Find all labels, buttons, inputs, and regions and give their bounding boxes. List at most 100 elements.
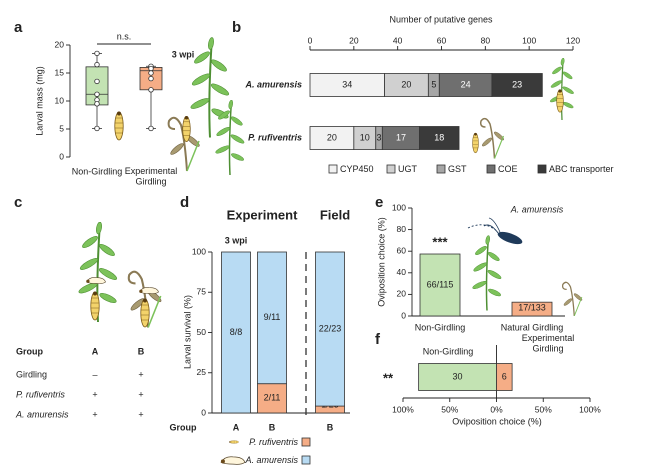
x-tick-label: 40 xyxy=(393,35,403,45)
y-tick-label: 100 xyxy=(392,202,406,212)
y-tick-label: P. rufiventris xyxy=(248,132,302,142)
bar-value-label: 17 xyxy=(396,132,406,142)
beetle-antennae xyxy=(483,217,501,234)
table-header: Group xyxy=(16,346,43,356)
panel-label: f xyxy=(375,331,381,348)
annotation: Field xyxy=(320,207,350,222)
y-tick-label: 60 xyxy=(397,245,407,255)
panel-label: a xyxy=(14,19,23,36)
bar-value-label: 24 xyxy=(461,79,471,89)
panel-label: c xyxy=(14,194,22,211)
y-tick-label: 10 xyxy=(55,95,65,105)
text-line: Girdling xyxy=(135,177,166,187)
x-tick-label: Non-Girdling xyxy=(72,166,123,176)
legend-swatch xyxy=(436,164,446,174)
table-cell: A. amurensis xyxy=(15,409,69,419)
panel-label: d xyxy=(180,194,189,211)
x-tick-label: 100% xyxy=(579,404,601,414)
legend-label: Non-Girdling xyxy=(423,346,474,356)
panel-label: e xyxy=(375,194,383,211)
bar-value-label: 23 xyxy=(512,79,522,89)
x-tick-label: 20 xyxy=(349,35,359,45)
y-axis-label: Larval mass (mg) xyxy=(34,66,44,136)
legend-label: GST xyxy=(448,164,467,174)
larva-illustration xyxy=(90,290,100,321)
legend-swatch xyxy=(328,164,338,174)
larva-illustration xyxy=(556,88,564,113)
plant-illustration xyxy=(190,36,230,139)
bar xyxy=(257,251,287,385)
bar xyxy=(419,126,460,150)
data-point xyxy=(148,125,154,132)
bar-value-label: 6 xyxy=(502,371,507,381)
y-tick-label: 100 xyxy=(192,246,206,256)
bar-value-label: 10 xyxy=(360,132,370,142)
x-axis-label: Oviposition choice (%) xyxy=(452,416,542,426)
y-tick-label: A. amurensis xyxy=(244,79,302,89)
table-cell: Girdling xyxy=(16,369,47,379)
x-axis-label: Number of putative genes xyxy=(389,14,493,24)
x-axis-label: Group xyxy=(170,422,197,432)
x-tick-label: 50% xyxy=(535,404,552,414)
annotation: 3 wpi xyxy=(172,49,195,59)
table-cell: + xyxy=(138,389,143,399)
bar xyxy=(315,251,345,407)
y-tick-label: 80 xyxy=(397,224,407,234)
table-cell: + xyxy=(138,409,143,419)
annotation: A. amurensis xyxy=(510,204,564,214)
legend-swatch xyxy=(301,455,311,465)
legend-swatch xyxy=(537,164,547,174)
larva-illustration xyxy=(472,132,479,154)
larva-legend-icon xyxy=(229,439,239,445)
bar-value-label: 9/11 xyxy=(264,312,281,322)
annotation: ** xyxy=(383,370,394,385)
larva-illustration xyxy=(114,110,124,141)
y-axis-label: Oviposition choice (%) xyxy=(376,217,386,307)
x-tick-label: 80 xyxy=(481,35,491,45)
legend-label: A. amurensis xyxy=(244,455,298,465)
larva-illustration xyxy=(182,115,191,143)
plant-illustration xyxy=(472,234,502,312)
grub-illustration xyxy=(138,287,159,294)
annotation: 3 wpi xyxy=(225,235,248,245)
data-point xyxy=(148,65,154,72)
bar xyxy=(221,251,251,414)
x-tick-label: 0 xyxy=(308,35,313,45)
bar-value-label: 17/133 xyxy=(518,302,546,312)
table-cell: + xyxy=(92,389,97,399)
x-tick-label: Experimental Girdling xyxy=(125,166,178,186)
x-tick-label: 60 xyxy=(437,35,447,45)
table-cell: P. rufiventris xyxy=(16,389,65,399)
data-point xyxy=(94,101,100,107)
y-tick-label: 25 xyxy=(197,367,207,377)
larva-illustration xyxy=(140,298,150,328)
data-point xyxy=(94,61,100,68)
annotation: n.s. xyxy=(117,31,132,41)
y-axis-label: Larval survival (%) xyxy=(182,295,192,369)
legend-swatch xyxy=(386,164,396,174)
x-tick-label: 0% xyxy=(490,404,503,414)
data-point xyxy=(94,125,100,132)
bar-value-label: 20 xyxy=(327,132,337,142)
y-tick-label: 75 xyxy=(197,287,207,297)
legend-swatch xyxy=(301,437,311,447)
bar-value-label: 22/23 xyxy=(319,323,342,333)
bar-value-label: 20 xyxy=(401,79,411,89)
girdled-plant-illustration xyxy=(561,281,584,316)
bar-value-label: 30 xyxy=(453,371,463,381)
x-tick-label: A xyxy=(233,422,240,432)
bar-value-label: 8/8 xyxy=(230,327,243,337)
text-line: Experimental xyxy=(522,333,575,343)
legend-label: COE xyxy=(498,164,518,174)
data-point xyxy=(94,91,100,97)
table-cell: – xyxy=(92,369,97,379)
panel-label: b xyxy=(232,19,241,36)
y-tick-label: 5 xyxy=(59,123,64,133)
x-tick-label: B xyxy=(269,422,276,432)
beetle-illustration xyxy=(497,231,523,245)
bar-value-label: 66/115 xyxy=(427,279,454,289)
x-tick-label: Non-Girdling xyxy=(415,322,466,332)
bar xyxy=(257,383,287,414)
legend-label: ABC transporter xyxy=(549,164,614,174)
